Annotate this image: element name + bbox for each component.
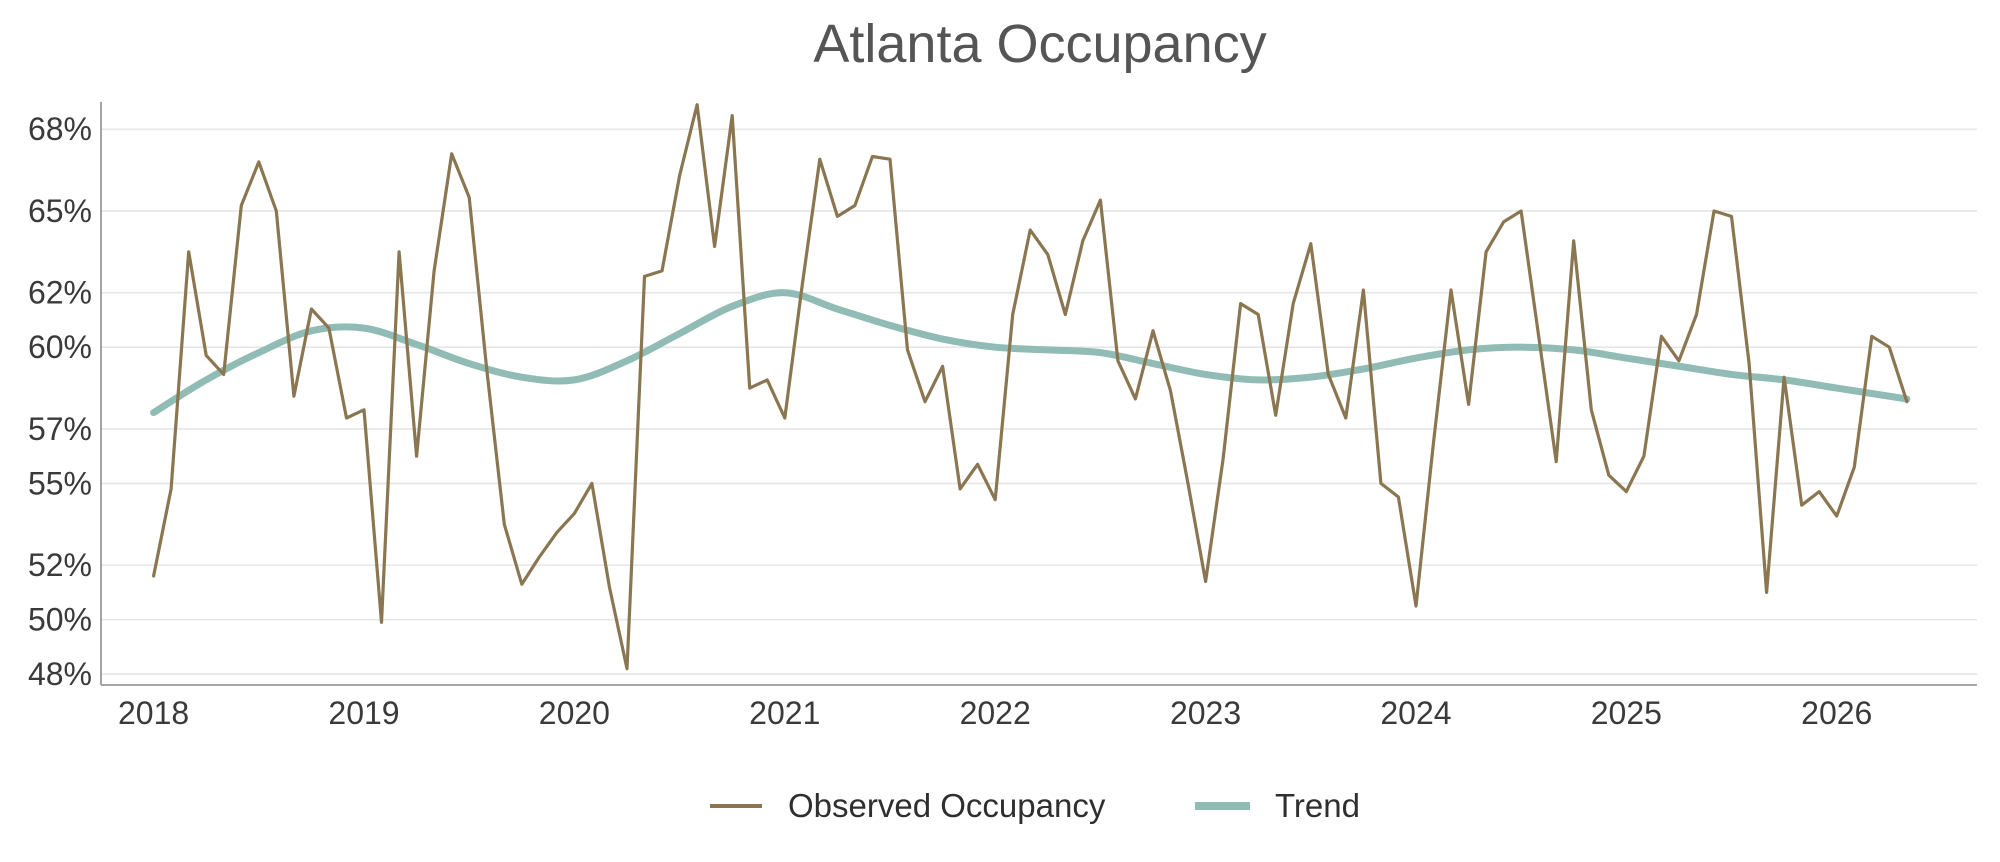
y-tick-label: 50%: [28, 602, 92, 638]
series-lines: [150, 103, 1911, 671]
x-tick-label: 2023: [1170, 695, 1241, 731]
x-axis-tick-labels: 2018 2019 2020 2021 2022 2023 2024 2025 2026: [118, 695, 1872, 731]
x-tick-label: 2025: [1591, 695, 1662, 731]
y-tick-label: 55%: [28, 465, 92, 501]
y-axis-tick-labels: 48% 50% 52% 55% 57% 60% 62% 65% 68%: [28, 111, 92, 692]
legend-label-observed: Observed Occupancy: [788, 787, 1106, 824]
x-tick-label: 2022: [960, 695, 1031, 731]
x-tick-label: 2021: [749, 695, 820, 731]
chart-title: Atlanta Occupancy: [813, 14, 1266, 74]
y-tick-label: 62%: [28, 275, 92, 311]
y-tick-label: 52%: [28, 547, 92, 583]
y-tick-label: 60%: [28, 329, 92, 365]
y-tick-label: 48%: [28, 656, 92, 692]
x-tick-label: 2020: [539, 695, 610, 731]
series-line-observed-occupancy: [152, 103, 1909, 671]
x-tick-label: 2026: [1801, 695, 1872, 731]
x-tick-label: 2024: [1380, 695, 1451, 731]
series-line-trend: [150, 289, 1911, 417]
legend-label-trend: Trend: [1275, 787, 1360, 824]
y-tick-label: 68%: [28, 111, 92, 147]
x-tick-label: 2019: [328, 695, 399, 731]
y-tick-label: 65%: [28, 193, 92, 229]
x-tick-label: 2018: [118, 695, 189, 731]
legend: Observed Occupancy Trend: [710, 787, 1360, 824]
y-tick-label: 57%: [28, 411, 92, 447]
